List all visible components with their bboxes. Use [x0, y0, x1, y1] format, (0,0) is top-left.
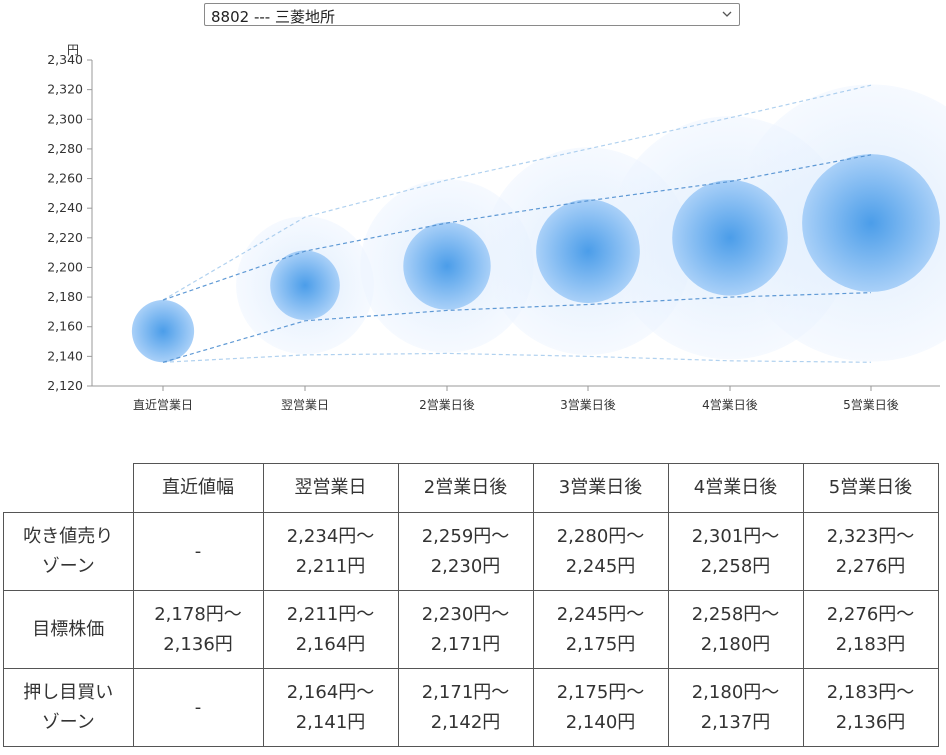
target-range-bubble [270, 250, 340, 321]
row-label: 吹き値売り ゾーン [3, 512, 134, 591]
table-row: 吹き値売り ゾーン -2,234円～ 2,211円 2,259円～ 2,230円 2,280… [3, 512, 939, 591]
y-tick-label: 2,300 [47, 111, 83, 126]
target-range-bubble [403, 222, 491, 310]
y-tick-label: 2,340 [47, 52, 83, 67]
table-row: 押し目買い ゾーン -2,164円～ 2,141円 2,171円～ 2,142円 2,175… [3, 668, 939, 747]
price-range-cell: 2,323円～ 2,276円 [802, 512, 939, 591]
outer-lower-line [162, 352, 872, 363]
price-range-cell: 2,280円～ 2,245円 [532, 512, 669, 591]
chevron-down-icon [722, 11, 732, 17]
target-range-bubble [802, 154, 940, 292]
y-tick-label: 2,140 [47, 348, 83, 363]
x-tick-label: 4営業日後 [702, 398, 758, 412]
y-unit-label: 円 [67, 43, 79, 57]
target-range-bubble [536, 199, 640, 304]
y-tick-label: 2,160 [47, 319, 83, 334]
forecast-table: 直近値幅 翌営業日 2営業日後 3営業日後 4営業日後 5営業日後 吹き値売り ゾーン -2,… [3, 463, 939, 747]
price-range-cell: 2,211円～ 2,164円 [262, 590, 399, 669]
table-row: 目標株価 2,178円～ 2,136円 2,211円～ 2,164円 2,230円～ 2,1… [3, 590, 939, 669]
price-range-cell: 2,175円～ 2,140円 [532, 668, 669, 747]
price-range-cell: 2,171円～ 2,142円 [397, 668, 534, 747]
price-range-cell: 2,178円～ 2,136円 [132, 590, 264, 669]
table-header-cell: 4営業日後 [667, 463, 804, 513]
stock-selector-value: 8802 --- 三菱地所 [211, 8, 335, 26]
price-range-cell: - [132, 668, 264, 747]
y-tick-label: 2,240 [47, 200, 83, 215]
y-tick-label: 2,260 [47, 171, 83, 186]
price-range-cell: 2,180円～ 2,137円 [667, 668, 804, 747]
y-tick-label: 2,320 [47, 82, 83, 97]
forecast-chart: 2,120 2,140 2,160 2,180 2,200 2,220 2,240 2,260… [47, 43, 946, 412]
table-header-cell: 直近値幅 [132, 463, 264, 513]
y-tick-label: 2,180 [47, 289, 83, 304]
x-tick-label: 3営業日後 [560, 398, 616, 412]
target-range-bubble [672, 180, 788, 296]
price-range-cell: 2,258円～ 2,180円 [667, 590, 804, 669]
price-range-cell: - [132, 512, 264, 591]
y-tick-label: 2,120 [47, 378, 83, 393]
table-header-cell: 5営業日後 [802, 463, 939, 513]
table-header-cell: 3営業日後 [532, 463, 669, 513]
price-range-cell: 2,164円～ 2,141円 [262, 668, 399, 747]
outer-upper-line [162, 84, 872, 301]
row-label: 目標株価 [3, 590, 134, 669]
row-label: 押し目買い ゾーン [3, 668, 134, 747]
price-range-cell: 2,245円～ 2,175円 [532, 590, 669, 669]
price-range-cell: 2,259円～ 2,230円 [397, 512, 534, 591]
x-tick-label: 5営業日後 [843, 398, 899, 412]
x-tick-label: 2営業日後 [419, 398, 475, 412]
table-header-cell: 2営業日後 [397, 463, 534, 513]
table-corner-cell [3, 463, 134, 513]
price-range-cell: 2,276円～ 2,183円 [802, 590, 939, 669]
price-range-cell: 2,301円～ 2,258円 [667, 512, 804, 591]
stock-selector[interactable]: 8802 --- 三菱地所 [204, 3, 740, 26]
target-range-bubble [131, 300, 195, 363]
y-tick-label: 2,220 [47, 230, 83, 245]
price-range-cell: 2,234円～ 2,211円 [262, 512, 399, 591]
target-upper-line [162, 154, 872, 301]
x-tick-label: 直近営業日 [133, 398, 193, 412]
table-header-cell: 翌営業日 [262, 463, 399, 513]
target-lower-line [162, 292, 872, 363]
price-range-cell: 2,230円～ 2,171円 [397, 590, 534, 669]
x-tick-label: 翌営業日 [281, 398, 329, 412]
y-tick-label: 2,200 [47, 259, 83, 274]
price-range-cell: 2,183円～ 2,136円 [802, 668, 939, 747]
y-tick-label: 2,280 [47, 141, 83, 156]
